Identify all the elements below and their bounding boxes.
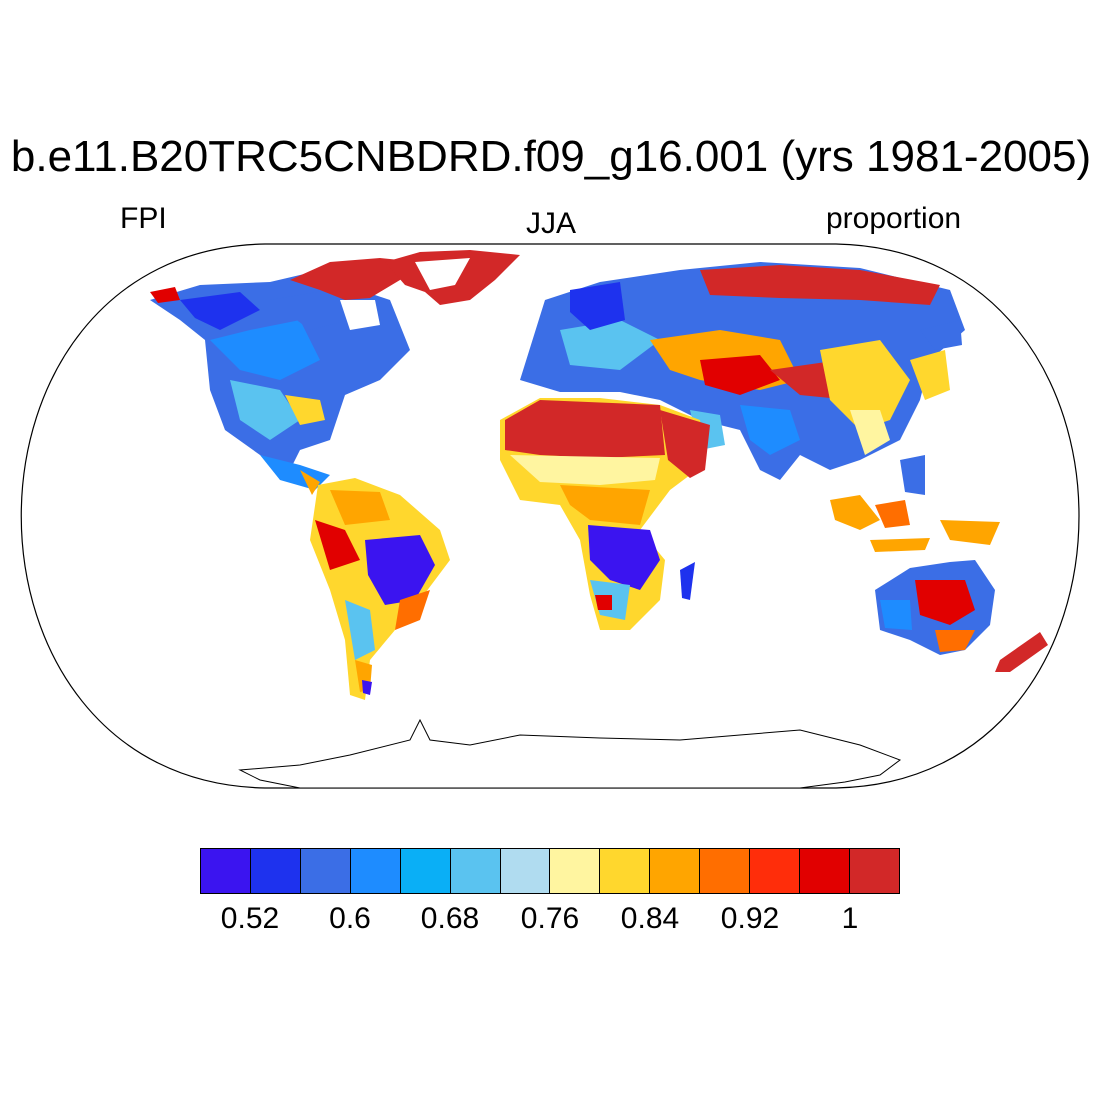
plot-title: b.e11.B20TRC5CNBDRD.f09_g16.001 (yrs 198… — [10, 132, 1092, 181]
colorbar-box — [650, 849, 701, 893]
colorbar-tick-label: 0.6 — [329, 902, 371, 935]
land-fields — [150, 250, 1048, 788]
antarctica — [238, 718, 902, 788]
colorbar-box — [300, 849, 351, 893]
variable-label: FPI — [120, 202, 167, 235]
colorbar-box — [250, 849, 301, 893]
colorbar-box — [750, 849, 801, 893]
colorbar-box — [550, 849, 601, 893]
colorbar-tick-label: 1 — [841, 902, 859, 935]
colorbar-box — [700, 849, 751, 893]
colorbar-box — [500, 849, 551, 893]
arctic-islands — [290, 258, 420, 300]
colorbar-box — [450, 849, 501, 893]
season-label: JJA — [525, 207, 576, 240]
new-zealand — [995, 632, 1048, 672]
colorbar-tick-label: 0.84 — [620, 902, 680, 935]
north-america — [150, 268, 410, 495]
colorbar-box — [849, 849, 899, 893]
africa — [500, 398, 710, 630]
colorbar-box — [400, 849, 451, 893]
colorbar-box — [800, 849, 850, 893]
colorbar-box — [350, 849, 401, 893]
south-america — [310, 478, 450, 700]
colorbar-tick-label: 0.52 — [220, 902, 280, 935]
maritime-continent — [830, 455, 1000, 552]
units-label: proportion — [826, 202, 962, 235]
australia — [875, 560, 995, 655]
colorbar-box — [201, 849, 251, 893]
colorbar-tick-label: 0.76 — [520, 902, 580, 935]
colorbar-box — [600, 849, 651, 893]
colorbar-tick-label: 0.92 — [720, 902, 780, 935]
colorbar-tick-label: 0.68 — [420, 902, 480, 935]
colorbar — [200, 848, 900, 894]
